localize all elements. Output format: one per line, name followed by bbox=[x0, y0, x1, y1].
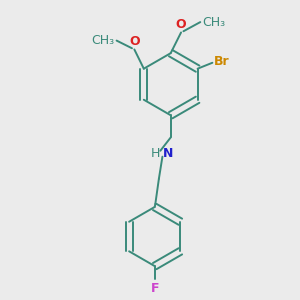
Text: CH₃: CH₃ bbox=[91, 34, 114, 47]
Text: N: N bbox=[162, 147, 173, 160]
Text: F: F bbox=[151, 282, 159, 296]
Text: O: O bbox=[176, 18, 186, 31]
Text: H: H bbox=[151, 147, 160, 160]
Text: Br: Br bbox=[214, 55, 230, 68]
Text: O: O bbox=[129, 35, 140, 48]
Text: CH₃: CH₃ bbox=[202, 16, 226, 28]
